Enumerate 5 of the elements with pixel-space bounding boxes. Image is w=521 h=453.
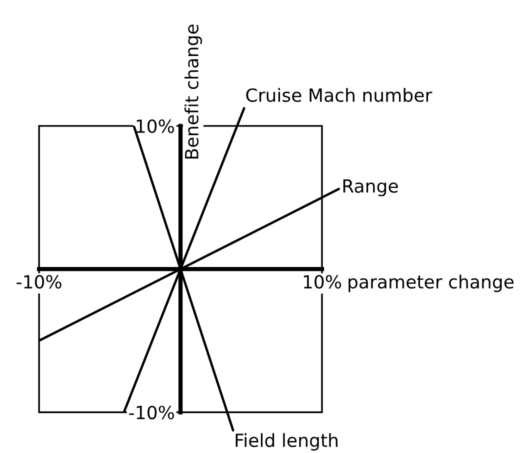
legend-label: Range bbox=[343, 179, 398, 196]
series-label: Cruise Mach number bbox=[246, 88, 432, 102]
x-axis-title: parameter change bbox=[348, 274, 514, 292]
series-label: Field length bbox=[236, 433, 338, 451]
y-axis-title: Benefit change bbox=[184, 24, 202, 159]
